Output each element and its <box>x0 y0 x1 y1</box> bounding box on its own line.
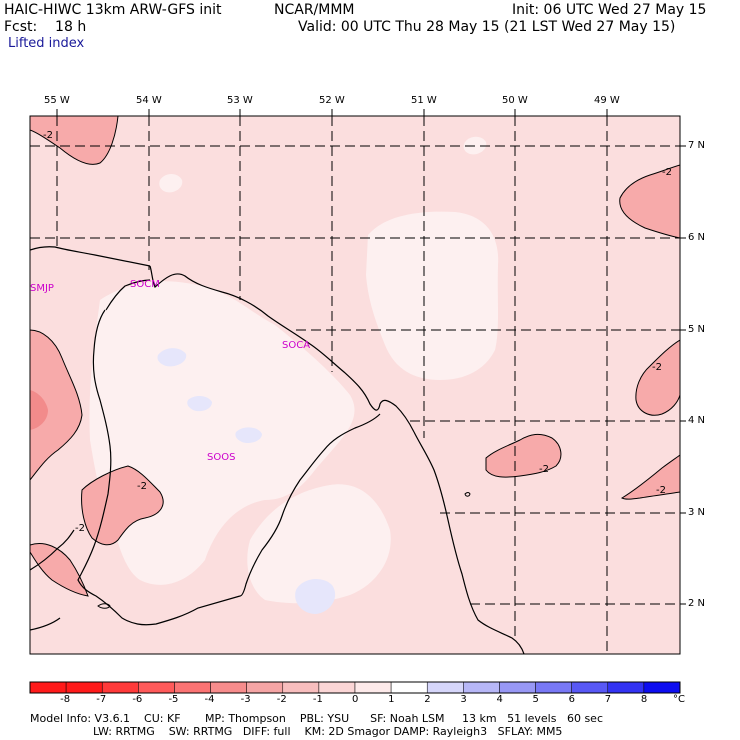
neg2-region-east <box>635 339 680 416</box>
contour-label: -2 <box>656 485 666 496</box>
scale-swatch <box>210 681 247 694</box>
scale-swatch <box>174 681 211 694</box>
neg3-region-west <box>30 390 48 430</box>
scale-swatch <box>390 681 428 694</box>
model-title: HAIC-HIWC 13km ARW-GFS init <box>4 2 222 18</box>
scale-swatch <box>463 681 500 694</box>
neg2-region-sw-edge <box>30 543 89 597</box>
scale-swatch <box>65 681 103 694</box>
model-info-line1: Model Info: V3.6.1 CU: KF MP: Thompson P… <box>30 712 603 725</box>
scale-swatch <box>607 681 645 694</box>
lav-spot-4 <box>295 578 336 614</box>
border-sw-river <box>30 529 75 571</box>
lat-label: 7 N <box>688 140 706 151</box>
lat-label: 5 N <box>688 324 706 335</box>
scale-unit: °C <box>673 694 685 705</box>
lav-spot-3 <box>235 427 262 444</box>
pale-region-east <box>366 211 499 380</box>
scale-tick-label: -3 <box>240 694 251 705</box>
border-suriname-west <box>77 309 241 626</box>
border-suriname-fg <box>239 413 381 597</box>
map-frame <box>29 115 681 655</box>
scale-frame <box>29 681 681 694</box>
lat-label: 3 N <box>688 507 706 518</box>
scale-swatch <box>101 681 139 694</box>
scale-tick-label: -4 <box>204 694 215 705</box>
lav-spot-1 <box>157 348 187 367</box>
valid-time: Valid: 00 UTC Thu 28 May 15 (21 LST Wed … <box>298 19 676 35</box>
init-time: Init: 06 UTC Wed 27 May 15 <box>512 2 707 18</box>
coastline-east <box>413 431 525 654</box>
graticule <box>30 116 680 654</box>
field-name: Lifted index <box>8 36 85 51</box>
scale-swatch <box>138 681 175 694</box>
station-label: SMJP <box>30 283 54 294</box>
lon-label: 53 W <box>227 95 253 106</box>
lon-label: 55 W <box>44 95 70 106</box>
lat-label: 2 N <box>688 598 706 609</box>
station-label: SOCM <box>130 279 160 290</box>
scale-swatch <box>535 681 572 694</box>
forecast-hour: Fcst: 18 h <box>4 19 87 35</box>
scale-swatch <box>29 681 67 694</box>
neg2-region-ne <box>619 164 680 239</box>
lon-label: 50 W <box>502 95 528 106</box>
lon-label: 49 W <box>594 95 620 106</box>
scale-tick-label: 1 <box>388 694 395 705</box>
lat-label: 4 N <box>688 415 706 426</box>
neg2-region-east-mid <box>485 433 562 478</box>
scale-tick-label: 7 <box>604 694 612 705</box>
scale-swatch <box>318 681 356 694</box>
scale-tick-label: 3 <box>460 694 467 705</box>
lon-label: 54 W <box>136 95 162 106</box>
border-guyana-suriname <box>30 246 151 267</box>
scale-swatch <box>571 681 609 694</box>
neg2-spot-small-2 <box>464 492 471 497</box>
axis-ticks <box>56 109 686 605</box>
neg2-region-se <box>620 454 680 500</box>
scale-tick-label: -1 <box>312 694 323 705</box>
coastline-north <box>149 265 415 433</box>
lat-label: 6 N <box>688 232 706 243</box>
contour-label: -2 <box>539 464 549 475</box>
scale-tick-label: -2 <box>276 694 287 705</box>
scale-tick-label: -5 <box>168 694 179 705</box>
scale-tick-label: 5 <box>532 694 539 705</box>
contour-label: -2 <box>137 481 147 492</box>
scale-tick-label: 6 <box>568 694 576 705</box>
center-title: NCAR/MMM <box>274 2 355 18</box>
scale-swatch <box>354 681 392 694</box>
scale-tick-label: -6 <box>132 694 143 705</box>
border-sw-river-2 <box>30 617 61 631</box>
contour-label: -2 <box>662 167 672 178</box>
lon-label: 52 W <box>319 95 345 106</box>
neg2-region-sw <box>81 465 164 546</box>
station-label: SOOS <box>207 452 236 463</box>
lav-spot-2 <box>187 396 212 412</box>
scale-tick-label: 2 <box>424 694 431 705</box>
model-info-line2: LW: RRTMG SW: RRTMG DIFF: full KM: 2D Sm… <box>30 725 563 738</box>
scale-tick-label: 8 <box>640 694 648 705</box>
scale-tick-label: 0 <box>352 694 359 705</box>
scale-swatch <box>499 681 536 694</box>
scale-tick-label: 4 <box>496 694 503 705</box>
scale-swatch <box>246 681 284 694</box>
contour-label: -2 <box>43 130 53 141</box>
scale-tick-label: -8 <box>60 694 71 705</box>
contour-label: -2 <box>652 362 662 373</box>
scale-swatch <box>643 681 681 694</box>
lon-label: 51 W <box>411 95 437 106</box>
neg2-region-nw <box>30 116 119 165</box>
scale-swatch <box>282 681 320 694</box>
neg2-region-west <box>30 329 83 481</box>
pale-spot-topleft <box>159 174 183 193</box>
scale-swatch <box>426 681 464 694</box>
scale-tick-label: -7 <box>96 694 107 705</box>
border-north-guyana <box>105 279 151 311</box>
contour-label: -2 <box>75 523 85 534</box>
station-label: SOCA <box>282 340 311 351</box>
